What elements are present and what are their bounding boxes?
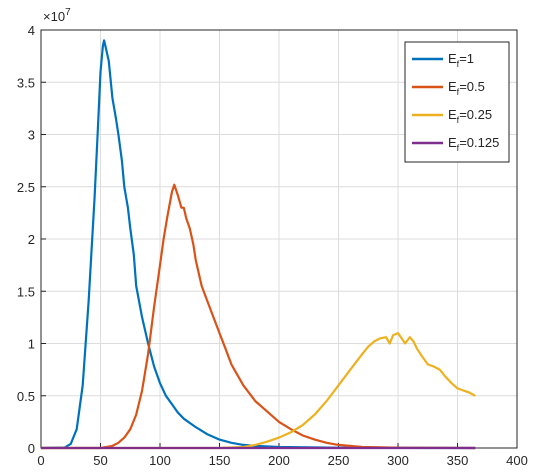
x-tick-label: 350 <box>447 453 469 468</box>
series-lines <box>40 39 476 450</box>
x-tick-label: 50 <box>93 453 107 468</box>
legend-label: Ef=0.5 <box>448 79 485 97</box>
y-tick-label: 2.5 <box>17 180 35 195</box>
y-tick-label: 0.5 <box>17 389 35 404</box>
legend-label: Ef=0.25 <box>448 107 492 125</box>
y-tick-label: 4 <box>28 23 35 38</box>
x-tick-label: 0 <box>37 453 44 468</box>
y-tick-label: 2 <box>28 232 35 247</box>
axes: 0 50 100 150 200 250 300 350 400 0 0.5 1 1.5 2 2.5 3 3.5… <box>17 7 528 468</box>
x-tick-label: 300 <box>387 453 409 468</box>
y-exponent-label: ×107 <box>43 7 71 24</box>
x-tick-label: 200 <box>268 453 290 468</box>
series-line-0 <box>40 39 476 450</box>
series-line-2 <box>41 332 476 450</box>
y-tick-label: 3 <box>28 128 35 143</box>
legend-label: Ef=1 <box>448 51 474 69</box>
y-tick-label: 1.5 <box>17 284 35 299</box>
x-tick-label: 400 <box>506 453 528 468</box>
x-tick-label: 150 <box>209 453 231 468</box>
x-tick-label: 100 <box>149 453 171 468</box>
legend-label: Ef=0.125 <box>448 135 499 153</box>
legend: Ef=1 Ef=0.5 Ef=0.25 Ef=0.125 <box>404 41 510 163</box>
y-tick-label: 1 <box>28 337 35 352</box>
y-tick-label: 0 <box>28 441 35 456</box>
series-line-1 <box>41 183 476 450</box>
x-tick-label: 250 <box>328 453 350 468</box>
y-tick-label: 3.5 <box>17 75 35 90</box>
